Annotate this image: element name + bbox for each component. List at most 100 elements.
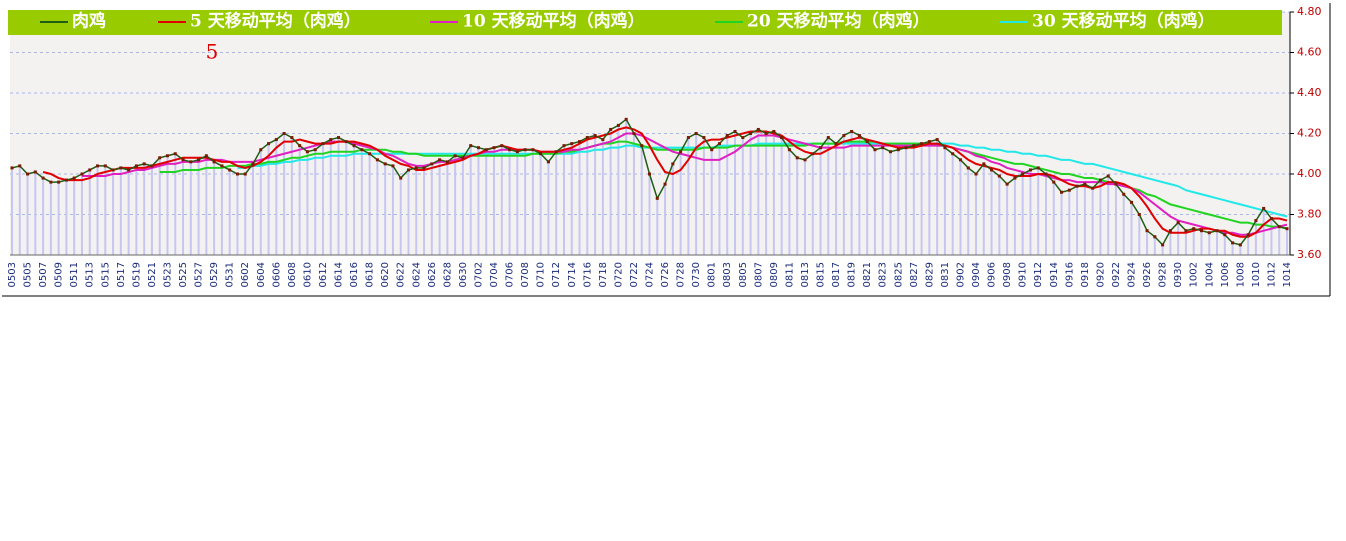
y-tick-label: 4.00 — [1297, 167, 1322, 180]
point-marker — [951, 152, 955, 156]
bar — [1286, 228, 1288, 255]
point-marker — [1145, 229, 1149, 233]
x-tick-label: 0908 — [1002, 262, 1013, 287]
bar — [391, 165, 394, 255]
y-tick-label: 4.80 — [1297, 5, 1322, 18]
point-marker — [539, 152, 543, 156]
legend-label: 30 天移动平均（肉鸡） — [1032, 11, 1215, 32]
bar — [1091, 188, 1094, 255]
point-marker — [889, 150, 893, 154]
bar — [259, 149, 262, 255]
point-marker — [1231, 241, 1235, 245]
bar — [88, 169, 91, 255]
bar — [104, 165, 107, 255]
bar — [578, 141, 581, 255]
x-tick-label: 0920 — [1095, 262, 1106, 287]
bar — [150, 165, 153, 255]
point-marker — [1184, 229, 1188, 233]
point-marker — [1192, 227, 1196, 231]
point-marker — [212, 160, 216, 164]
x-tick-label: 0509 — [54, 262, 65, 287]
point-marker — [18, 164, 22, 168]
bar — [321, 143, 324, 255]
point-marker — [974, 172, 978, 176]
point-marker — [702, 136, 706, 140]
point-marker — [453, 154, 457, 158]
y-tick-label: 4.40 — [1297, 86, 1322, 99]
point-marker — [741, 136, 745, 140]
bar — [609, 129, 612, 255]
x-tick-label: 0724 — [645, 262, 656, 287]
bar — [174, 153, 177, 255]
point-marker — [787, 148, 791, 152]
point-marker — [1262, 206, 1266, 210]
bar — [34, 171, 37, 255]
point-marker — [1285, 227, 1289, 231]
point-marker — [352, 144, 356, 148]
bar — [1122, 194, 1125, 255]
point-marker — [710, 148, 714, 152]
x-tick-label: 0916 — [1064, 262, 1075, 287]
bar — [679, 151, 682, 255]
x-tick-label: 0628 — [442, 262, 453, 287]
bar — [1138, 214, 1141, 255]
bar — [166, 155, 169, 255]
bar — [570, 143, 573, 255]
x-tick-label: 0702 — [473, 262, 484, 287]
x-tick-label: 0519 — [131, 262, 142, 287]
bar — [244, 174, 247, 255]
bar — [632, 133, 635, 255]
y-tick-label: 4.20 — [1297, 127, 1322, 140]
point-marker — [1277, 225, 1281, 229]
bar — [905, 147, 908, 255]
point-marker — [850, 129, 854, 133]
x-tick-label: 1006 — [1220, 262, 1231, 287]
bar — [80, 174, 83, 255]
x-tick-label: 0930 — [1173, 262, 1184, 287]
point-marker — [476, 146, 480, 150]
point-marker — [663, 182, 667, 186]
point-marker — [1130, 200, 1134, 204]
point-marker — [134, 164, 138, 168]
point-marker — [632, 132, 636, 135]
bar — [664, 184, 667, 255]
bar — [982, 163, 985, 255]
bar — [368, 153, 371, 255]
x-tick-label: 0716 — [582, 262, 593, 287]
bar — [446, 161, 449, 255]
point-marker — [1238, 243, 1242, 247]
point-marker — [414, 166, 418, 170]
point-marker — [251, 162, 255, 166]
x-tick-label: 0525 — [178, 262, 189, 287]
bar — [119, 167, 122, 255]
point-marker — [461, 156, 465, 160]
bar — [1169, 230, 1172, 255]
point-marker — [430, 162, 434, 166]
x-tick-label: 0507 — [38, 262, 49, 287]
bar — [687, 137, 690, 255]
x-tick-label: 0505 — [23, 262, 34, 287]
point-marker — [1223, 233, 1227, 237]
bar — [547, 161, 550, 255]
point-marker — [228, 168, 232, 172]
bar — [788, 149, 791, 255]
x-tick-label: 0503 — [7, 262, 18, 287]
point-marker — [865, 140, 869, 144]
bar — [306, 151, 309, 255]
x-tick-label: 0726 — [660, 262, 671, 287]
point-marker — [500, 144, 504, 148]
point-marker — [1153, 235, 1157, 239]
bar — [42, 178, 45, 255]
point-marker — [601, 138, 605, 142]
bar — [648, 174, 651, 255]
y-tick-label: 3.80 — [1297, 208, 1322, 221]
bar — [438, 159, 441, 255]
bar — [360, 149, 363, 255]
point-marker — [842, 134, 846, 138]
point-marker — [329, 138, 333, 142]
bar — [990, 169, 993, 255]
point-marker — [609, 127, 613, 131]
bar — [811, 153, 814, 255]
point-marker — [780, 136, 784, 140]
bar — [314, 149, 317, 255]
